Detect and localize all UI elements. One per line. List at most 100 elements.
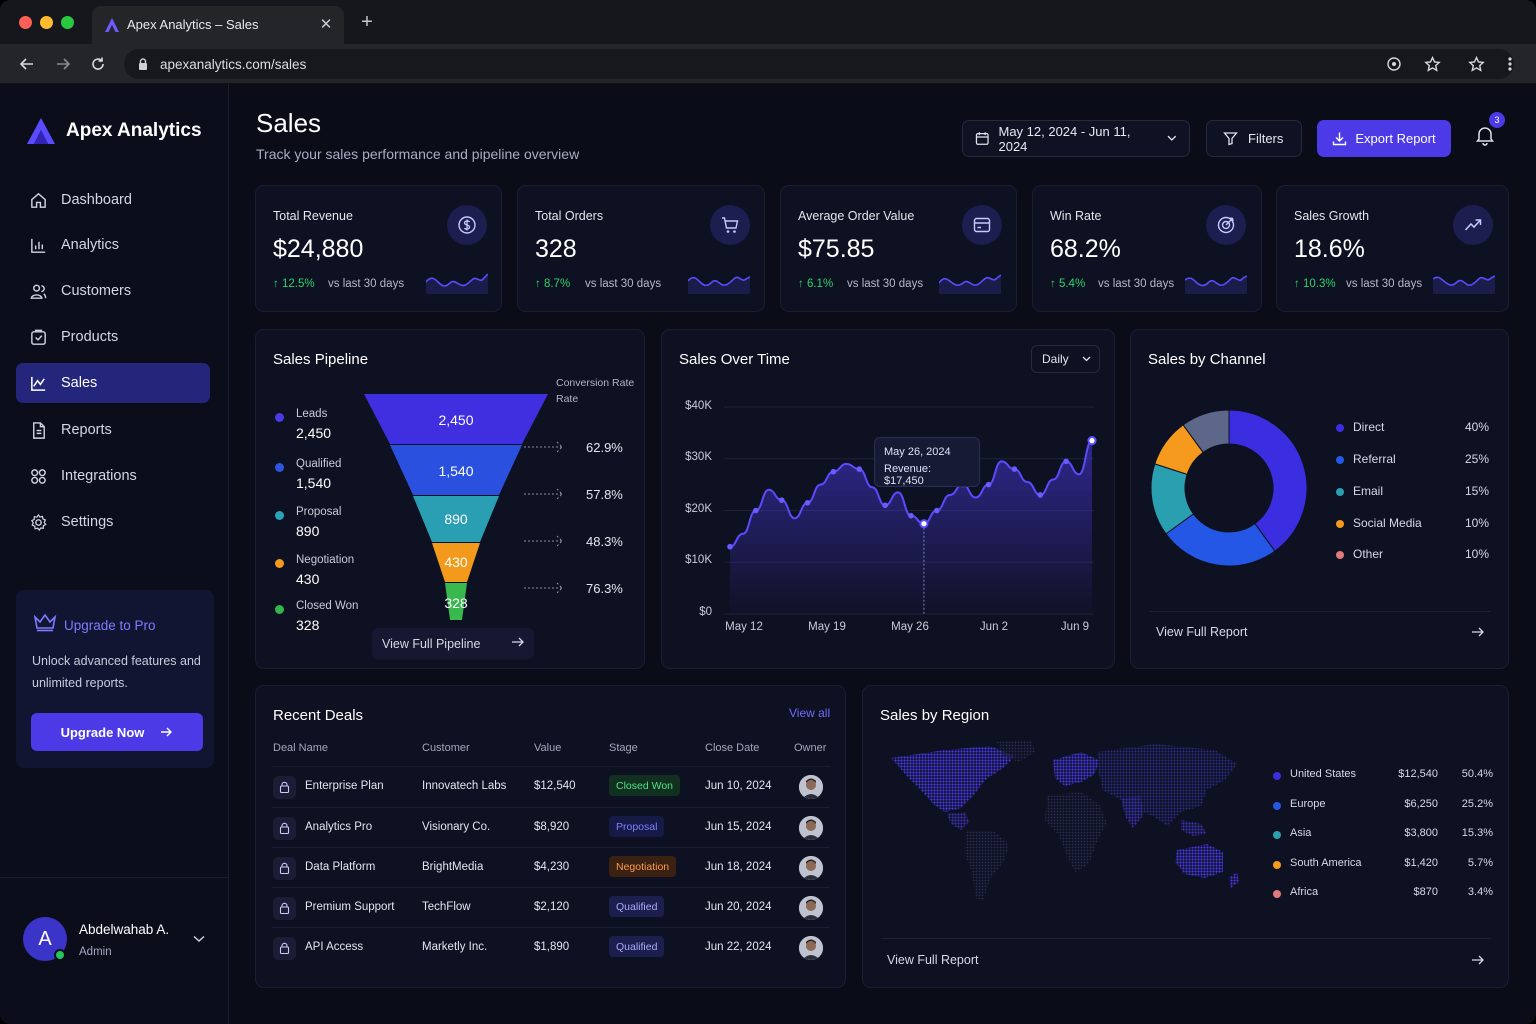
sidebar: Apex Analytics Dashboard Analytics Custo… bbox=[0, 84, 229, 1024]
kpi-compare: vs last 30 days bbox=[328, 278, 405, 290]
table-row[interactable]: Premium Support TechFlow $2,120 Qualified Ju… bbox=[272, 887, 830, 927]
period-select[interactable]: Daily bbox=[1031, 345, 1100, 373]
y-axis-tick: $0 bbox=[699, 606, 712, 618]
arrow-right-icon bbox=[161, 727, 173, 737]
data-point bbox=[908, 512, 914, 519]
view-all-link[interactable]: View all bbox=[789, 706, 831, 720]
address-bar[interactable]: apexanalytics.com/sales bbox=[124, 49, 1514, 79]
card-icon bbox=[962, 205, 1002, 245]
browser-menu-icon[interactable] bbox=[1499, 53, 1521, 75]
browser-tab[interactable]: Apex Analytics – Sales ✕ bbox=[92, 6, 344, 44]
card-title: Sales by Channel bbox=[1148, 351, 1266, 368]
sidebar-item-reports[interactable]: Reports bbox=[16, 410, 210, 450]
table-row[interactable]: API Access Marketly Inc. $1,890 Qualified Ju… bbox=[272, 927, 830, 967]
filter-icon bbox=[1223, 132, 1238, 146]
owner-avatar[interactable] bbox=[799, 936, 823, 960]
period-value: Daily bbox=[1042, 352, 1069, 366]
bookmark-star-icon[interactable] bbox=[1421, 53, 1443, 75]
region-amount: $1,420 bbox=[1404, 857, 1438, 869]
kpi-compare: vs last 30 days bbox=[1346, 278, 1423, 290]
kpi-delta: ↑ 10.3% bbox=[1294, 278, 1336, 290]
kpi-label: Win Rate bbox=[1050, 209, 1102, 223]
channel-pct: 10% bbox=[1464, 547, 1489, 561]
channel-pct: 25% bbox=[1464, 452, 1489, 466]
legend-dot bbox=[1336, 551, 1344, 559]
extensions-star-icon[interactable] bbox=[1465, 53, 1487, 75]
stage-name: Closed Won bbox=[296, 600, 359, 612]
back-icon[interactable] bbox=[16, 53, 38, 75]
table-row[interactable]: Data Platform BrightMedia $4,230 Negotiatio… bbox=[272, 847, 830, 887]
donut-slice-other bbox=[1182, 409, 1230, 454]
sidebar-item-analytics[interactable]: Analytics bbox=[16, 225, 210, 265]
card-title: Recent Deals bbox=[273, 707, 364, 724]
sidebar-item-settings[interactable]: Settings bbox=[16, 502, 210, 542]
kpi-compare: vs last 30 days bbox=[1098, 278, 1175, 290]
target-icon bbox=[1206, 205, 1246, 245]
kpi-compare: vs last 30 days bbox=[585, 278, 662, 290]
table-row[interactable]: Enterprise Plan Innovatech Labs $12,540 Clo… bbox=[272, 766, 830, 806]
data-point bbox=[778, 497, 785, 503]
data-point bbox=[934, 507, 940, 514]
chevron-down-icon[interactable] bbox=[193, 935, 205, 943]
deal-name: API Access bbox=[305, 941, 364, 953]
arrow-right-icon bbox=[512, 637, 524, 647]
sidebar-item-products[interactable]: Products bbox=[16, 317, 210, 357]
stage-name: Qualified bbox=[296, 458, 342, 470]
table-row[interactable]: Analytics Pro Visionary Co. $8,920 Proposal… bbox=[272, 807, 830, 847]
sidebar-item-integrations[interactable]: Integrations bbox=[16, 456, 210, 496]
owner-avatar[interactable] bbox=[799, 856, 823, 880]
close-tab-icon[interactable]: ✕ bbox=[319, 16, 333, 33]
deal-icon bbox=[273, 817, 296, 840]
stage-value: 890 bbox=[296, 523, 320, 539]
filters-button[interactable]: Filters bbox=[1206, 120, 1302, 157]
sidebar-item-dashboard[interactable]: Dashboard bbox=[16, 180, 210, 220]
calendar-icon bbox=[975, 132, 989, 145]
arrow-right-icon[interactable] bbox=[1471, 953, 1485, 967]
minimize-window-button[interactable] bbox=[40, 16, 53, 29]
upgrade-now-button[interactable]: Upgrade Now bbox=[31, 713, 203, 751]
sparkline bbox=[1185, 275, 1247, 294]
view-full-report-link[interactable]: View Full Report bbox=[887, 953, 979, 967]
bell-icon[interactable] bbox=[1474, 124, 1496, 146]
funnel-segment-negotiation bbox=[432, 543, 480, 582]
new-tab-button[interactable]: + bbox=[361, 11, 373, 33]
forward-icon[interactable] bbox=[52, 53, 74, 75]
deal-icon bbox=[273, 937, 296, 960]
stage-badge: Negotiation bbox=[609, 856, 677, 877]
date-range-picker[interactable]: May 12, 2024 - Jun 11, 2024 bbox=[962, 120, 1190, 157]
data-point bbox=[856, 466, 863, 472]
chart-tooltip: May 26, 2024 Revenue: $17,450 bbox=[874, 437, 980, 487]
channel-pct: 10% bbox=[1464, 516, 1489, 530]
chevron-down-icon bbox=[1082, 356, 1091, 362]
stage-value: 1,540 bbox=[296, 475, 332, 491]
sidebar-item-sales[interactable]: Sales bbox=[16, 363, 210, 403]
reload-icon[interactable] bbox=[87, 53, 109, 75]
brand[interactable]: Apex Analytics bbox=[26, 116, 202, 146]
maximize-window-button[interactable] bbox=[61, 16, 74, 29]
arrow-right-icon[interactable] bbox=[1471, 625, 1485, 639]
channel-legend-referral: Referral 25% bbox=[1336, 452, 1489, 470]
legend-dot bbox=[275, 463, 284, 472]
view-full-report-link[interactable]: View Full Report bbox=[1156, 625, 1248, 639]
region-pct: 15.3% bbox=[1461, 827, 1493, 839]
sidebar-item-label: Integrations bbox=[61, 468, 137, 484]
owner-avatar[interactable] bbox=[799, 816, 823, 840]
export-report-button[interactable]: Export Report bbox=[1317, 120, 1451, 157]
kpi-delta-value: 8.7% bbox=[543, 278, 571, 290]
sidebar-item-customers[interactable]: Customers bbox=[16, 271, 210, 311]
data-point bbox=[830, 468, 837, 475]
data-point bbox=[882, 502, 888, 509]
close-window-button[interactable] bbox=[19, 16, 32, 29]
extension-icon[interactable] bbox=[1383, 53, 1405, 75]
owner-avatar[interactable] bbox=[799, 775, 823, 799]
url-text: apexanalytics.com/sales bbox=[160, 57, 307, 72]
users-icon bbox=[30, 284, 47, 299]
column-header: Stage bbox=[609, 742, 638, 754]
user-menu[interactable]: A Abdelwahab A. Admin bbox=[0, 877, 229, 1024]
sales-over-time-card: Sales Over Time Daily $40K $30K $20K $10… bbox=[661, 329, 1115, 669]
owner-avatar[interactable] bbox=[799, 896, 823, 920]
column-header: Customer bbox=[422, 742, 470, 754]
channel-legend-social-media: Social Media 10% bbox=[1336, 516, 1489, 534]
view-full-pipeline-button[interactable]: View Full Pipeline bbox=[372, 628, 534, 659]
region-south-asia bbox=[1121, 796, 1143, 828]
